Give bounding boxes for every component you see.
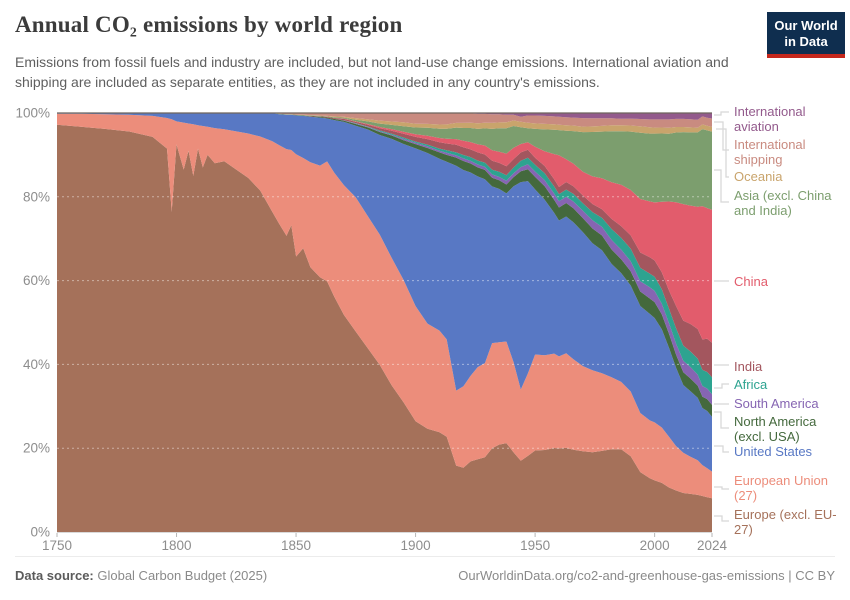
area-intl_shipping[interactable] [57,113,712,128]
x-axis-tick-label: 1950 [520,538,550,553]
legend-item-united_states[interactable]: United States [734,444,813,459]
owid-url[interactable]: OurWorldinData.org/co2-and-greenhouse-ga… [458,568,835,583]
legend-item-intl_shipping[interactable]: International shipping [734,137,806,168]
y-axis-tick-label: 80% [23,189,50,204]
data-source-value: Global Carbon Budget (2025) [93,568,268,583]
legend-connector-intl_aviation [714,111,729,116]
area-africa[interactable] [57,113,712,395]
y-axis-tick-label: 60% [23,273,50,288]
chart-subtitle: Emissions from fossil fuels and industry… [15,54,729,91]
area-european_union_27[interactable] [57,113,712,499]
owid-logo-line1: Our World [774,18,838,33]
legend-item-africa[interactable]: Africa [734,377,768,392]
legend-connector-europe_excl_eu27 [714,515,729,522]
y-axis-tick-label: 20% [23,441,50,456]
legend-item-asia_excl_china_india[interactable]: Asia (excl. China and India) [734,188,832,219]
legend-item-oceania[interactable]: Oceania [734,169,783,184]
x-axis-tick-label: 2024 [697,538,728,553]
legend-item-india[interactable]: India [734,359,763,374]
legend-connector-intl_shipping [714,121,729,151]
legend-connector-north_america_excl_usa [714,411,729,429]
legend-connector-asia_excl_china_india [714,169,729,203]
area-oceania[interactable] [57,113,712,134]
y-axis-tick-label: 40% [23,357,50,372]
x-axis-tick-label: 1850 [281,538,311,553]
legend-item-intl_aviation[interactable]: International aviation [734,104,806,135]
legend-item-south_america[interactable]: South America [734,396,819,411]
chart-footer: Data source: Global Carbon Budget (2025)… [15,556,835,583]
area-europe_excl_eu27[interactable] [57,124,712,532]
owid-logo[interactable]: Our World in Data [767,12,845,59]
data-source-label: Data source: [15,568,94,583]
y-axis-tick-label: 100% [15,106,50,121]
x-axis-tick-label: 2000 [640,538,670,553]
x-axis-tick-label: 1750 [42,538,72,553]
legend-connector-africa [714,383,729,389]
area-china[interactable] [57,113,712,343]
legend-item-china[interactable]: China [734,274,768,289]
data-source: Data source: Global Carbon Budget (2025) [15,568,267,583]
x-axis-tick-label: 1900 [401,538,431,553]
legend-item-north_america_excl_usa[interactable]: North America (excl. USA) [734,414,817,445]
area-asia_excl_china_india[interactable] [57,113,712,210]
area-south_america[interactable] [57,113,712,405]
x-axis-tick-label: 1800 [162,538,192,553]
area-united_states[interactable] [57,113,712,472]
page-title: Annual CO₂ emissions by world region [15,12,403,37]
legend-item-europe_excl_eu27[interactable]: Europe (excl. EU-27) [734,507,837,538]
legend-connector-oceania [716,128,729,178]
owid-logo-line2: in Data [784,33,828,49]
legend-item-european_union_27[interactable]: European Union (27) [734,473,828,504]
legend-connector-united_states [714,445,729,453]
legend-connector-european_union_27 [714,486,729,490]
y-axis-tick-label: 0% [30,525,50,540]
area-intl_aviation[interactable] [57,113,712,120]
